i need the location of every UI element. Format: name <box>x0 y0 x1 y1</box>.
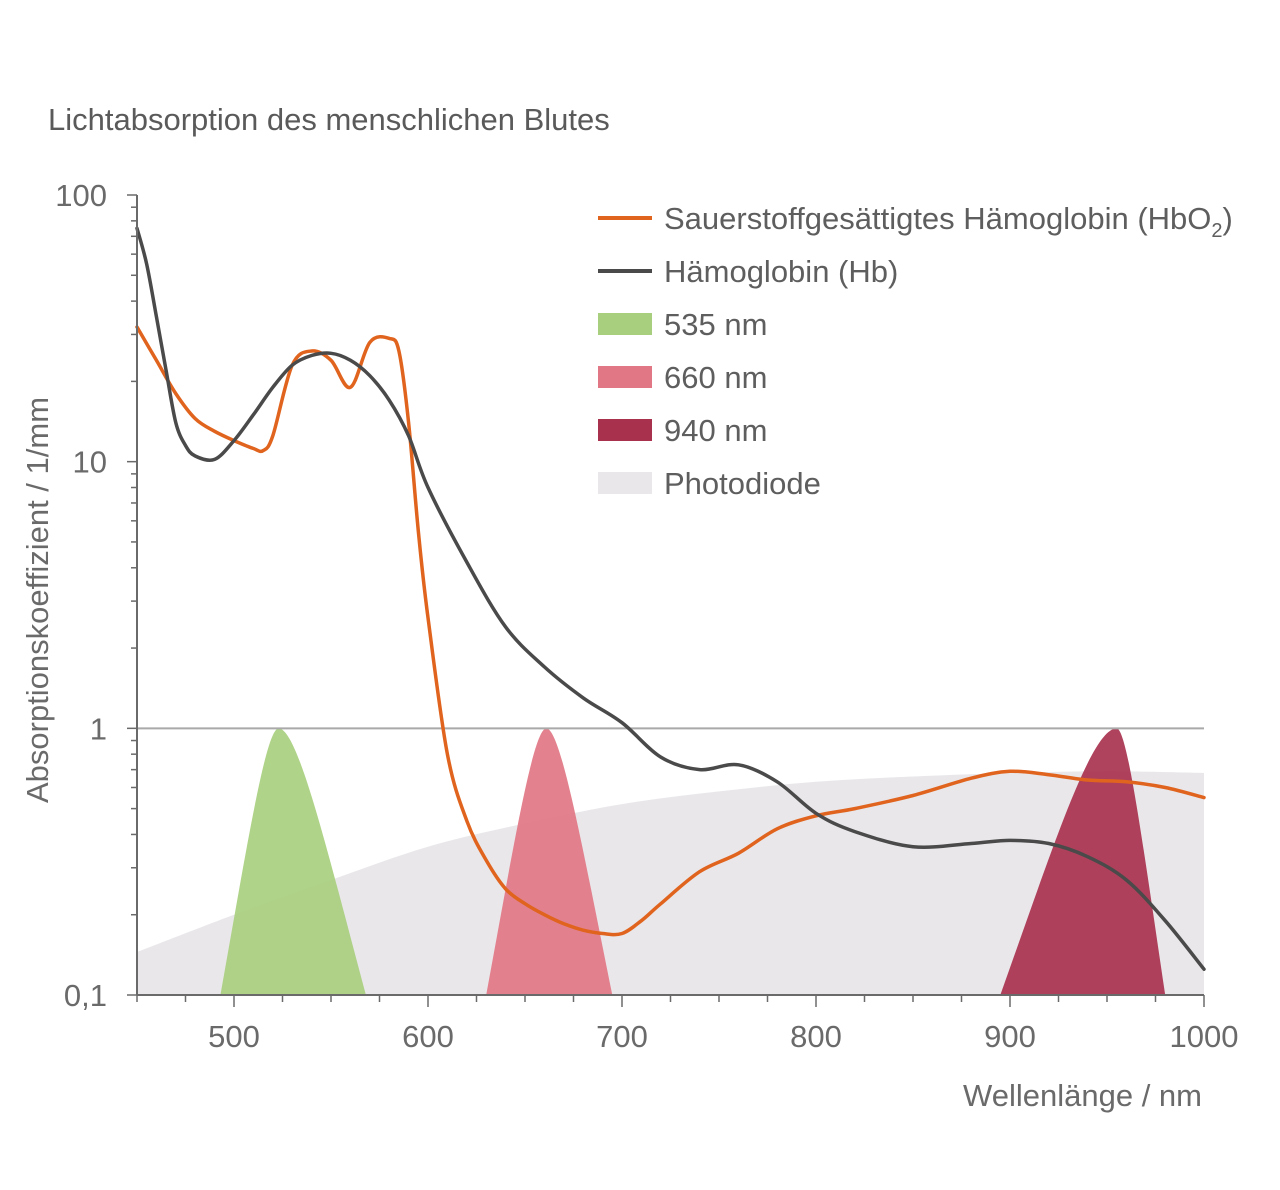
legend-item-g940: 940 nm <box>598 413 767 448</box>
y-tick-label: 0,1 <box>64 978 107 1013</box>
legend-swatch-g660 <box>598 366 652 388</box>
series-line-hb <box>135 226 1206 971</box>
x-tick-label: 900 <box>984 1019 1036 1054</box>
legend-label-photodiode: Photodiode <box>664 466 821 501</box>
legend-label-g940: 940 nm <box>664 413 767 448</box>
y-tick-label: 1 <box>90 711 107 746</box>
x-tick-label: 700 <box>596 1019 648 1054</box>
x-axis-label: Wellenlänge / nm <box>963 1078 1202 1113</box>
legend-item-hb: Hämoglobin (Hb) <box>598 254 898 289</box>
y-tick-label: 10 <box>73 445 107 480</box>
series-line-hbo2 <box>135 325 1206 937</box>
band-535-nm <box>220 728 366 995</box>
x-tick-label: 800 <box>790 1019 842 1054</box>
photodiode-area <box>137 771 1204 995</box>
legend-label-g535: 535 nm <box>664 307 767 342</box>
legend-label-g660: 660 nm <box>664 360 767 395</box>
legend-item-g535: 535 nm <box>598 307 767 342</box>
legend-subscript: 2 <box>1211 220 1222 242</box>
legend-swatch-photodiode <box>598 472 652 494</box>
legend-swatch-g535 <box>598 313 652 335</box>
x-tick-label: 600 <box>402 1019 454 1054</box>
y-tick-label: 100 <box>55 178 107 213</box>
legend-label-hbo2: Sauerstoffgesättigtes Hämoglobin (HbO2) <box>664 201 1233 242</box>
legend-swatch-g940 <box>598 419 652 441</box>
y-axis-label: Absorptionskoeffizient / 1/mm <box>20 397 55 803</box>
x-tick-label: 500 <box>208 1019 260 1054</box>
band-940-nm <box>1000 728 1166 995</box>
chart-title: Lichtabsorption des menschlichen Blutes <box>48 102 610 137</box>
legend-item-photodiode: Photodiode <box>598 466 821 501</box>
x-tick-label: 1000 <box>1170 1019 1239 1054</box>
legend-item-g660: 660 nm <box>598 360 767 395</box>
legend-label-hb: Hämoglobin (Hb) <box>664 254 898 289</box>
legend-item-hbo2: Sauerstoffgesättigtes Hämoglobin (HbO2) <box>598 201 1233 242</box>
legend-suffix: ) <box>1223 201 1233 236</box>
